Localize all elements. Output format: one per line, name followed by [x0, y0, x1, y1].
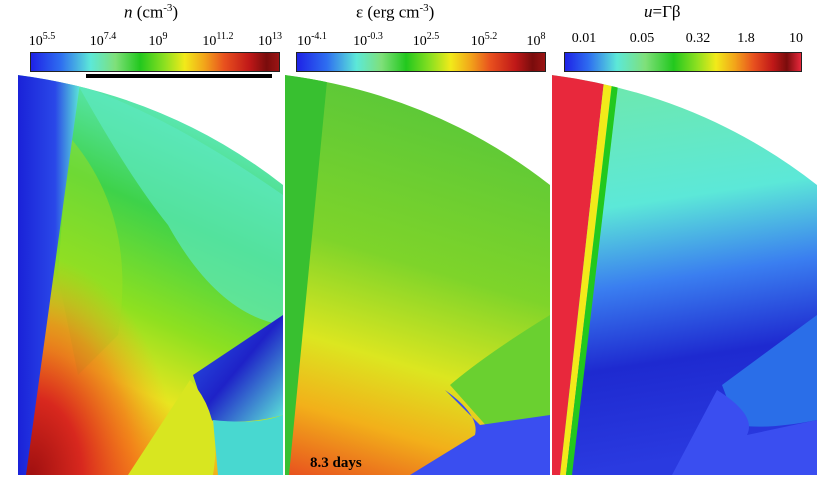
panel-1-tick-2: 107.4 [89, 31, 117, 49]
panel-2-energy-map [285, 75, 550, 475]
panel-1-tick-1: 105.5 [28, 31, 56, 49]
panel-2-title-unit: (erg cm [367, 2, 420, 22]
panel-2-jet [285, 75, 327, 475]
panel-3-tick-1: 0.01 [571, 31, 597, 46]
panel-3-title-var: u [644, 2, 653, 21]
panel-1-title-var: n [124, 2, 133, 22]
panel-1-density-map [18, 75, 283, 475]
panel-1-title-close: ) [172, 2, 179, 22]
panel-3-jet-edge [560, 81, 612, 475]
panel-1-tick-3: 109 [148, 31, 168, 49]
panel-3-velocity-map [552, 75, 817, 475]
panel-3-jet [552, 75, 604, 475]
panel-2-ambient [410, 390, 550, 475]
panel-2-tick-5: 108 [526, 31, 546, 49]
panel-1-title: n (cm-3) [124, 2, 178, 23]
panel-2-title: ε (erg cm-3) [356, 2, 434, 23]
panel-1-title-exp: -3 [163, 2, 173, 14]
panel-2-tick-2: 10-0.3 [353, 31, 383, 49]
panel-2-tick-4: 105.2 [470, 31, 498, 49]
panel-1-shell [128, 380, 216, 475]
panel-1-ambient [213, 415, 283, 475]
time-label: 8.3 days [310, 455, 362, 471]
panel-2-tick-3: 102.5 [412, 31, 440, 49]
panel-2-cocoon [450, 315, 550, 430]
panel-1-cocoon [193, 315, 283, 422]
panel-2-title-exp: -3 [419, 2, 429, 14]
panel-1-colorbar [30, 52, 280, 72]
panel-3-title: u=Γβ [644, 2, 681, 22]
panel-2-colorbar [296, 52, 546, 72]
panel-2-energy-svg [285, 75, 550, 475]
panel-3-tick-2: 0.05 [629, 31, 655, 46]
panel-1-density-svg [18, 75, 283, 475]
panel-3-cocoon [722, 315, 817, 427]
panel-1-jet [18, 75, 80, 475]
panel-2-title-close: ) [428, 2, 435, 22]
panel-1-tick-4: 1011.2 [202, 31, 234, 49]
panel-3-tick-5: 10 [789, 31, 803, 46]
panel-3-tick-4: 1.8 [737, 31, 755, 46]
panel-3-velocity-svg [552, 75, 817, 475]
panel-3-ambient [672, 390, 817, 475]
scale-bar [86, 74, 272, 78]
panel-3-tick-3: 0.32 [685, 31, 711, 46]
panel-2-tick-1: 10-4.1 [297, 31, 327, 49]
panel-3-colorbar [564, 52, 802, 72]
panel-3-jet-sheath [566, 83, 618, 475]
panel-1-tick-5: 1013 [258, 31, 282, 49]
panel-1-title-unit: (cm [136, 2, 164, 22]
panel-3-title-rest: =Γβ [652, 2, 681, 21]
panel-2-title-var: ε [356, 2, 364, 22]
